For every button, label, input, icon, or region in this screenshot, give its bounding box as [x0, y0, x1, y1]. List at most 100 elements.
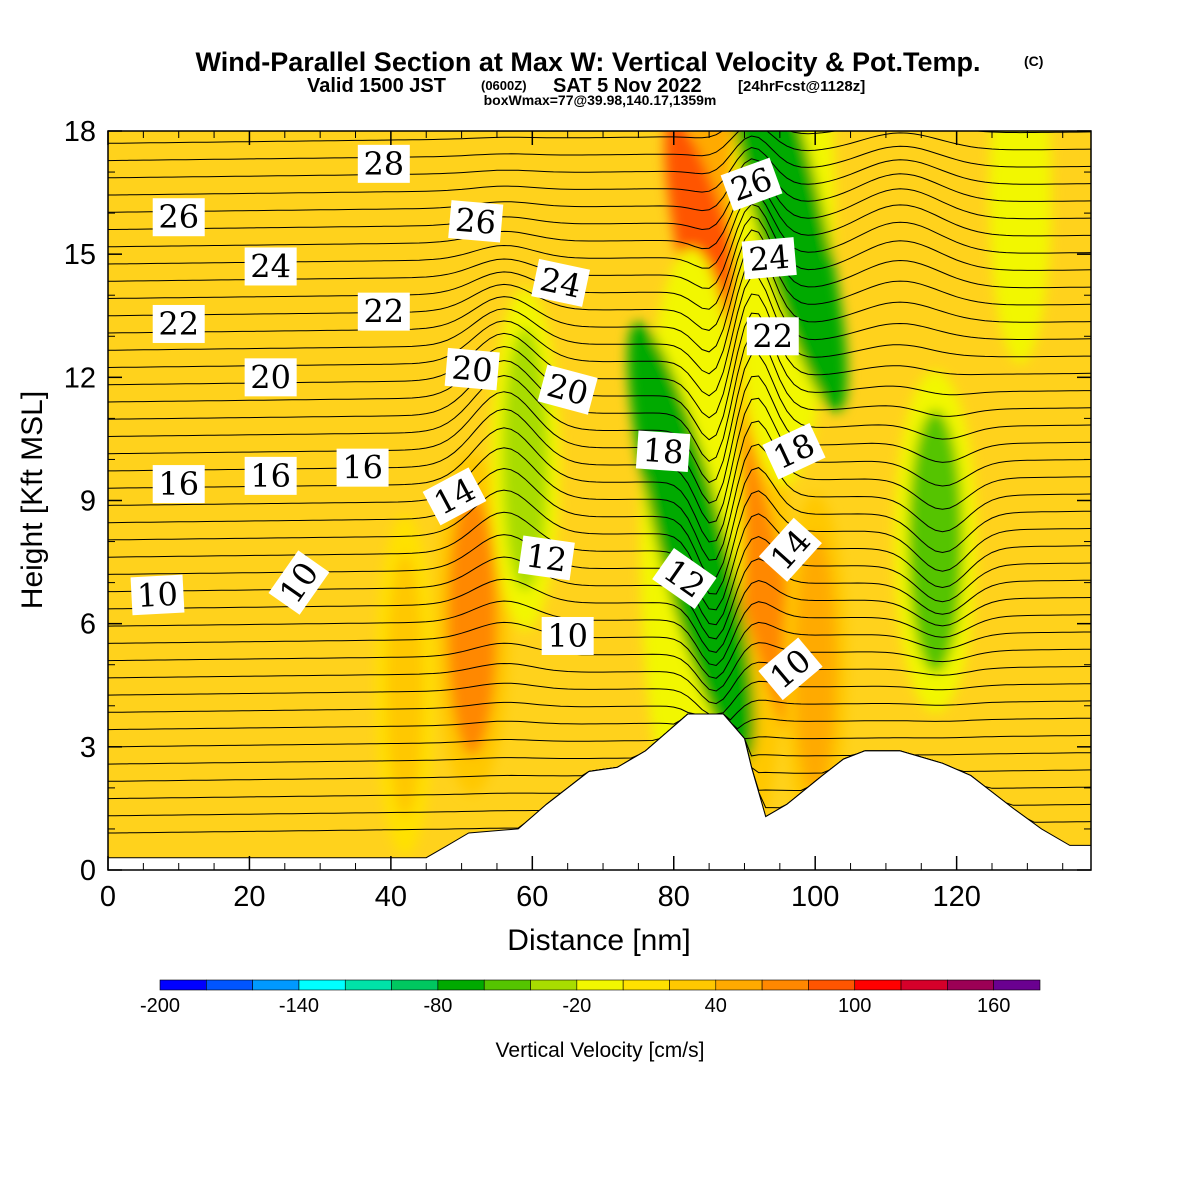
theta-contour-9 [108, 661, 1091, 705]
colorbar: -200 -140 -80 -20 40 100 160 [140, 979, 1041, 1017]
theta-contour-28 [108, 259, 1091, 375]
contour-label-2: 10 [541, 616, 594, 655]
contour-label-4: 12 [518, 535, 575, 581]
velocity-core-0 [447, 492, 498, 756]
contour-label-14: 20 [444, 347, 500, 391]
svg-text:10: 10 [547, 617, 588, 655]
theta-contour-8 [108, 680, 1091, 715]
theta-contour-40 [108, 131, 1091, 144]
colorbar-tick-3: -20 [562, 995, 591, 1017]
contour-label-18: 22 [746, 317, 799, 356]
svg-text:22: 22 [363, 293, 404, 331]
svg-text:10: 10 [136, 575, 179, 615]
theta-contour-13 [108, 578, 1091, 653]
colorbar-swatch-8 [530, 979, 578, 991]
contour-label-8: 16 [152, 465, 205, 504]
colorbar-swatch-18 [993, 979, 1041, 991]
svg-text:18: 18 [642, 431, 685, 472]
contour-label-19: 24 [244, 247, 297, 286]
theta-contour-10 [108, 642, 1091, 692]
svg-text:24: 24 [250, 247, 291, 285]
theta-contour-30 [108, 229, 1091, 331]
contour-label-16: 22 [152, 304, 205, 343]
y-tick-label-4: 12 [64, 362, 96, 394]
subtitle-valid: Valid 1500 JST [307, 75, 446, 97]
svg-text:16: 16 [342, 449, 383, 487]
velocity-core-1 [385, 553, 425, 817]
chart-title: Wind-Parallel Section at Max W: Vertical… [196, 47, 981, 77]
plot-area [108, 131, 1091, 870]
theta-contour-34 [108, 180, 1091, 250]
colorbar-swatch-12 [715, 979, 763, 991]
colorbar-swatch-3 [298, 979, 346, 991]
contour-label-0: 10 [130, 574, 185, 616]
contour-label-11: 18 [635, 430, 691, 473]
theta-contour-15 [108, 534, 1091, 626]
theta-contour-11 [108, 621, 1091, 679]
svg-text:24: 24 [747, 238, 791, 279]
colorbar-label: Vertical Velocity [cm/s] [496, 1039, 705, 1062]
x-tick-label-5: 100 [791, 881, 839, 913]
chart-info: boxWmax=77@39.98,140.17,1359m [484, 92, 717, 108]
velocity-core-8 [999, 131, 1041, 324]
y-tick-label-3: 9 [80, 486, 96, 518]
y-axis-label: Height [Kft MSL] [16, 391, 49, 609]
theta-contour-39 [108, 131, 1091, 162]
svg-text:20: 20 [450, 348, 494, 389]
svg-text:24: 24 [537, 260, 585, 306]
contour-label-9: 16 [244, 456, 297, 495]
x-tick-label-2: 40 [375, 881, 407, 913]
theta-contour-31 [108, 216, 1091, 310]
subtitle-utc: (0600Z) [481, 78, 527, 93]
theta-contour-7 [108, 699, 1091, 721]
colorbar-swatch-1 [206, 979, 253, 991]
y-tick-label-5: 15 [64, 239, 96, 271]
title-mark: (C) [1024, 53, 1043, 69]
theta-contour-12 [108, 600, 1091, 667]
colorbar-swatch-10 [622, 979, 670, 991]
theta-contour-38 [108, 135, 1091, 179]
terrain [108, 713, 1091, 870]
colorbar-swatch-9 [576, 979, 624, 991]
svg-text:28: 28 [363, 145, 404, 183]
y-tick-label-0: 0 [80, 855, 96, 887]
colorbar-swatch-7 [483, 979, 531, 991]
svg-text:16: 16 [250, 457, 291, 495]
velocity-core-7 [908, 410, 963, 673]
chart-subtitle: Valid 1500 JST (0600Z) SAT 5 Nov 2022 [2… [307, 75, 865, 97]
colorbar-swatch-14 [808, 979, 856, 991]
theta-contour-6 [108, 713, 1091, 731]
colorbar-swatch-15 [854, 979, 902, 991]
colorbar-swatch-13 [761, 979, 809, 991]
velocity-core-5 [719, 131, 848, 412]
y-tick-label-2: 6 [80, 609, 96, 641]
colorbar-swatch-4 [344, 979, 392, 991]
x-tick-label-3: 60 [516, 881, 548, 913]
x-tick-label-0: 0 [100, 881, 116, 913]
theta-contour-23 [108, 353, 1091, 484]
svg-text:22: 22 [752, 317, 793, 355]
svg-text:26: 26 [454, 201, 498, 242]
contour-label-21: 24 [741, 237, 797, 280]
x-tick-label-4: 80 [658, 881, 690, 913]
theta-contour-22 [108, 375, 1091, 504]
colorbar-swatch-0 [159, 979, 207, 991]
theta-contour-29 [108, 243, 1091, 353]
subtitle-forecast: [24hrFcst@1128z] [738, 78, 865, 95]
contour-label-10: 16 [336, 448, 389, 487]
theta-contour-19 [108, 443, 1091, 561]
theta-contour-35 [108, 169, 1091, 231]
axes: 0 20 40 60 80 100 120 0 3 6 9 12 15 18 [64, 116, 1091, 913]
svg-text:26: 26 [158, 198, 199, 236]
contour-label-20: 24 [531, 258, 590, 307]
theta-contour-16 [108, 511, 1091, 611]
x-tick-label-1: 20 [233, 881, 265, 913]
theta-contour-37 [108, 146, 1091, 196]
colorbar-swatch-2 [252, 979, 300, 991]
contour-label-13: 20 [244, 358, 297, 397]
colorbar-tick-6: 160 [977, 995, 1010, 1017]
theta-contour-5 [108, 713, 1091, 748]
colorbar-swatch-6 [437, 979, 485, 991]
theta-contour-24 [108, 332, 1091, 462]
